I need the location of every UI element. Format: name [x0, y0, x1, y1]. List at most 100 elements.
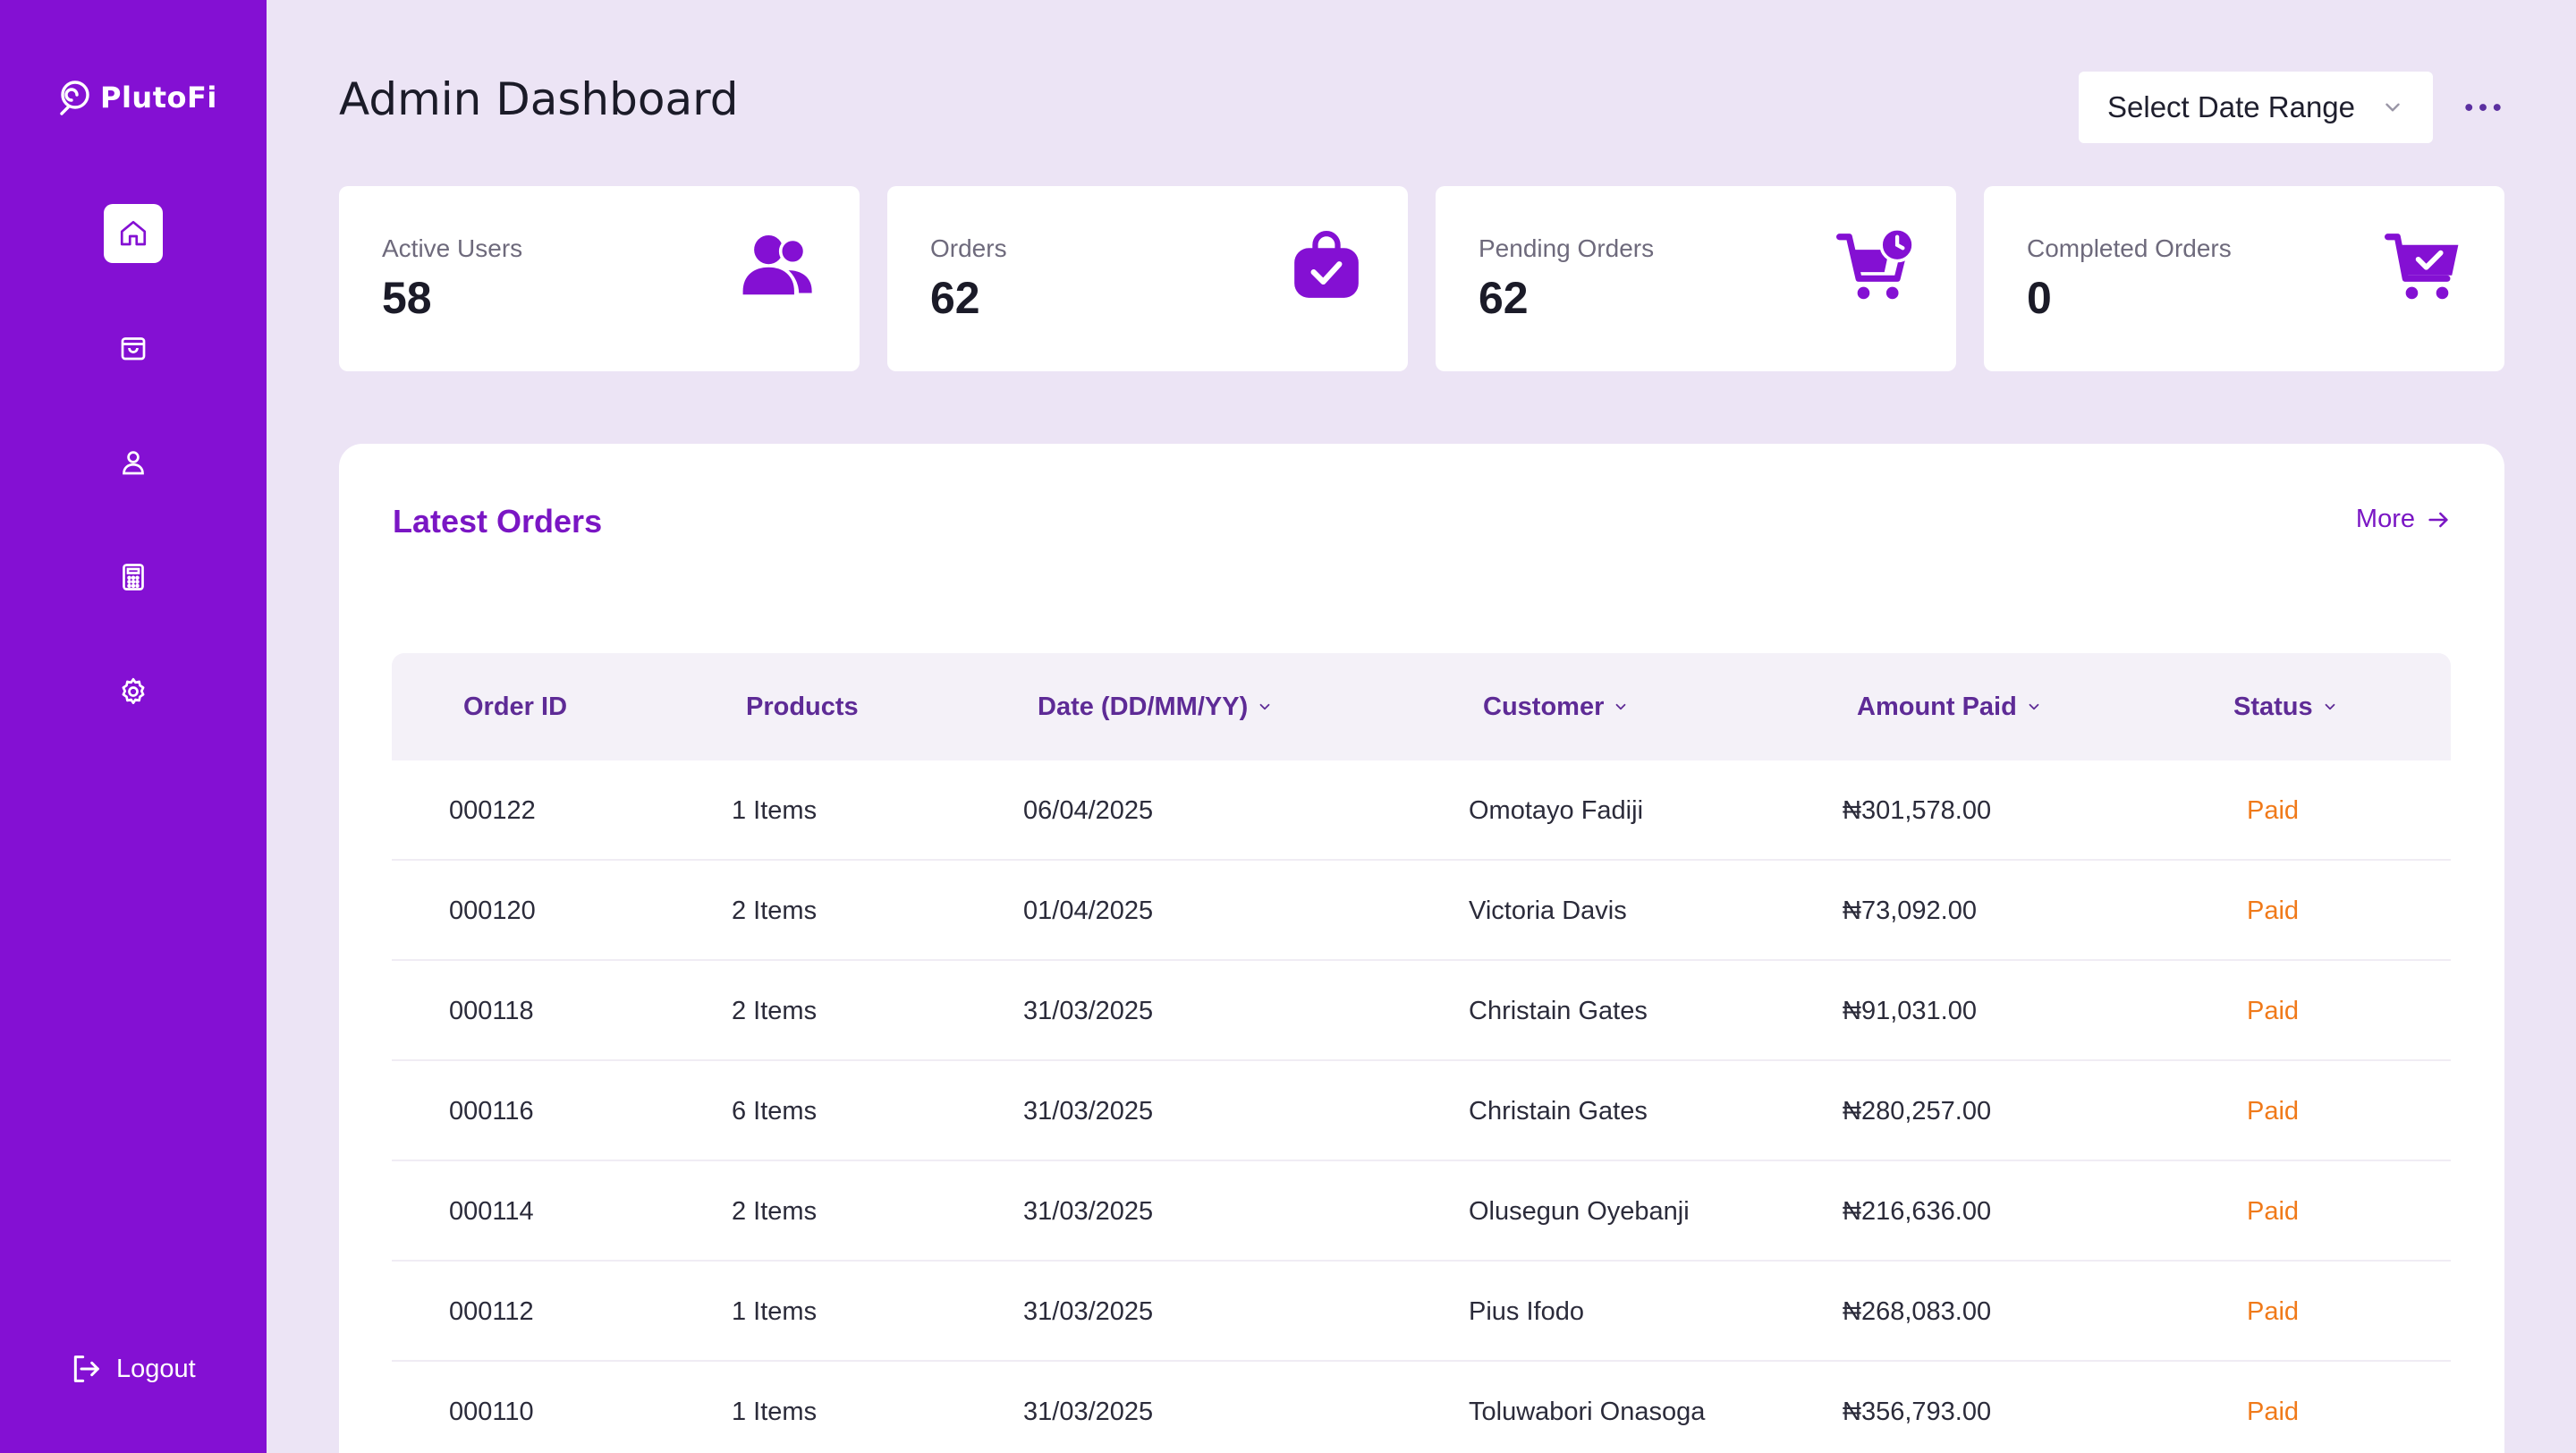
sidebar-item-home[interactable]	[104, 204, 163, 263]
chevron-down-icon	[2029, 703, 2039, 710]
latest-orders-panel: Latest Orders More Order ID Products Dat…	[339, 444, 2504, 1453]
chevron-down-icon	[2325, 703, 2335, 710]
order-id-cell: 000118	[449, 996, 534, 1025]
table-row[interactable]: 000116 6 Items 31/03/2025 Christain Gate…	[392, 1061, 2451, 1161]
gear-icon	[122, 677, 145, 704]
status-badge: Paid	[2247, 795, 2300, 825]
bag-check-icon	[1294, 231, 1359, 298]
brand-logo[interactable]: PlutoFi	[54, 77, 217, 118]
customer-cell: Omotayo Fadiji	[1469, 795, 1644, 825]
amount-cell: ₦73,092.00	[1843, 896, 1977, 925]
stat-card-pending-orders: Pending Orders 62	[1436, 186, 1956, 371]
products-cell: 6 Items	[732, 1096, 818, 1126]
home-icon	[120, 220, 147, 246]
stat-value: 62	[1479, 273, 1529, 323]
status-badge: Paid	[2247, 896, 2300, 925]
order-id-cell: 000122	[449, 795, 536, 825]
status-badge: Paid	[2247, 1096, 2300, 1126]
date-cell: 31/03/2025	[1023, 1296, 1154, 1326]
logout-button[interactable]: Logout	[68, 1351, 196, 1387]
customer-cell: Christain Gates	[1469, 996, 1648, 1025]
table-row[interactable]: 000120 2 Items 01/04/2025 Victoria Davis…	[392, 861, 2451, 961]
status-badge: Paid	[2247, 996, 2300, 1025]
sidebar-item-calculator[interactable]	[104, 548, 163, 607]
amount-cell: ₦91,031.00	[1843, 996, 1977, 1025]
stat-value: 58	[382, 273, 432, 323]
sidebar: PlutoFi	[0, 0, 267, 1453]
products-cell: 2 Items	[732, 1196, 818, 1226]
stat-value: 0	[2027, 273, 2052, 323]
products-cell: 1 Items	[732, 1296, 818, 1326]
column-label: Date (DD/MM/YY)	[1038, 692, 1249, 721]
sidebar-item-users[interactable]	[104, 433, 163, 492]
order-id-cell: 000110	[449, 1397, 534, 1426]
stat-card-orders: Orders 62	[887, 186, 1408, 371]
column-header-order-id: Order ID	[463, 653, 567, 760]
plutofi-logo-icon	[60, 81, 89, 115]
date-cell: 31/03/2025	[1023, 996, 1154, 1025]
amount-cell: ₦216,636.00	[1843, 1196, 1992, 1226]
column-label: Customer	[1483, 692, 1605, 721]
customer-cell: Toluwabori Onasoga	[1469, 1397, 1706, 1426]
chevron-down-icon	[1615, 703, 1626, 710]
calculator-icon	[123, 564, 144, 591]
customer-cell: Olusegun Oyebanji	[1469, 1196, 1690, 1226]
brand-name: PlutoFi	[100, 81, 217, 115]
customer-cell: Victoria Davis	[1469, 896, 1627, 925]
products-cell: 1 Items	[732, 795, 818, 825]
stat-label: Pending Orders	[1479, 234, 1655, 262]
order-id-cell: 000114	[449, 1196, 534, 1226]
customer-cell: Pius Ifodo	[1469, 1296, 1584, 1326]
page-title: Admin Dashboard	[339, 73, 739, 125]
chevron-down-icon	[1259, 703, 1270, 710]
orders-table: Order ID Products Date (DD/MM/YY) Custom…	[392, 653, 2451, 1453]
date-cell: 31/03/2025	[1023, 1096, 1154, 1126]
column-label: Order ID	[463, 692, 568, 721]
sidebar-item-settings[interactable]	[104, 662, 163, 721]
table-row[interactable]: 000122 1 Items 06/04/2025 Omotayo Fadiji…	[392, 760, 2451, 861]
more-label: More	[2355, 505, 2415, 533]
stat-card-active-users: Active Users 58	[339, 186, 860, 371]
stat-card-completed-orders: Completed Orders 0	[1984, 186, 2504, 371]
amount-cell: ₦280,257.00	[1843, 1096, 1992, 1126]
cart-clock-icon	[1836, 227, 1913, 300]
table-row[interactable]: 000118 2 Items 31/03/2025 Christain Gate…	[392, 961, 2451, 1061]
shopping-bag-icon	[121, 337, 146, 361]
order-id-cell: 000116	[449, 1096, 534, 1126]
stat-label: Active Users	[382, 234, 523, 262]
stat-label: Completed Orders	[2027, 234, 2232, 262]
user-icon	[123, 451, 144, 475]
status-badge: Paid	[2247, 1397, 2300, 1426]
column-header-date[interactable]: Date (DD/MM/YY)	[1038, 653, 1273, 760]
column-label: Status	[2233, 692, 2313, 721]
table-row[interactable]: 000110 1 Items 31/03/2025 Toluwabori Ona…	[392, 1362, 2451, 1453]
more-options-button[interactable]	[2462, 89, 2504, 125]
products-cell: 1 Items	[732, 1397, 818, 1426]
date-cell: 31/03/2025	[1023, 1196, 1154, 1226]
column-header-status[interactable]: Status	[2233, 653, 2338, 760]
amount-cell: ₦301,578.00	[1843, 795, 1992, 825]
table-header: Order ID Products Date (DD/MM/YY) Custom…	[392, 653, 2451, 760]
arrow-right-icon	[2428, 512, 2448, 527]
customer-cell: Christain Gates	[1469, 1096, 1648, 1126]
table-row[interactable]: 000114 2 Items 31/03/2025 Olusegun Oyeba…	[392, 1161, 2451, 1262]
status-badge: Paid	[2247, 1196, 2300, 1226]
order-id-cell: 000112	[449, 1296, 534, 1326]
order-id-cell: 000120	[449, 896, 536, 925]
chevron-down-icon	[2385, 103, 2400, 112]
more-link[interactable]: More	[2356, 505, 2451, 534]
column-header-customer[interactable]: Customer	[1483, 653, 1629, 760]
column-label: Products	[746, 692, 859, 721]
table-row[interactable]: 000112 1 Items 31/03/2025 Pius Ifodo ₦26…	[392, 1262, 2451, 1362]
date-range-label: Select Date Range	[2107, 90, 2356, 123]
users-icon	[742, 234, 816, 297]
logout-label: Logout	[116, 1354, 196, 1383]
sidebar-item-orders[interactable]	[104, 319, 163, 378]
ellipsis-icon	[2465, 104, 2501, 111]
latest-orders-title: Latest Orders	[393, 503, 603, 540]
status-badge: Paid	[2247, 1296, 2300, 1326]
cart-check-icon	[2385, 234, 2459, 300]
column-header-amount-paid[interactable]: Amount Paid	[1857, 653, 2042, 760]
date-range-select[interactable]: Select Date Range	[2079, 72, 2433, 143]
logout-icon	[73, 1355, 99, 1382]
